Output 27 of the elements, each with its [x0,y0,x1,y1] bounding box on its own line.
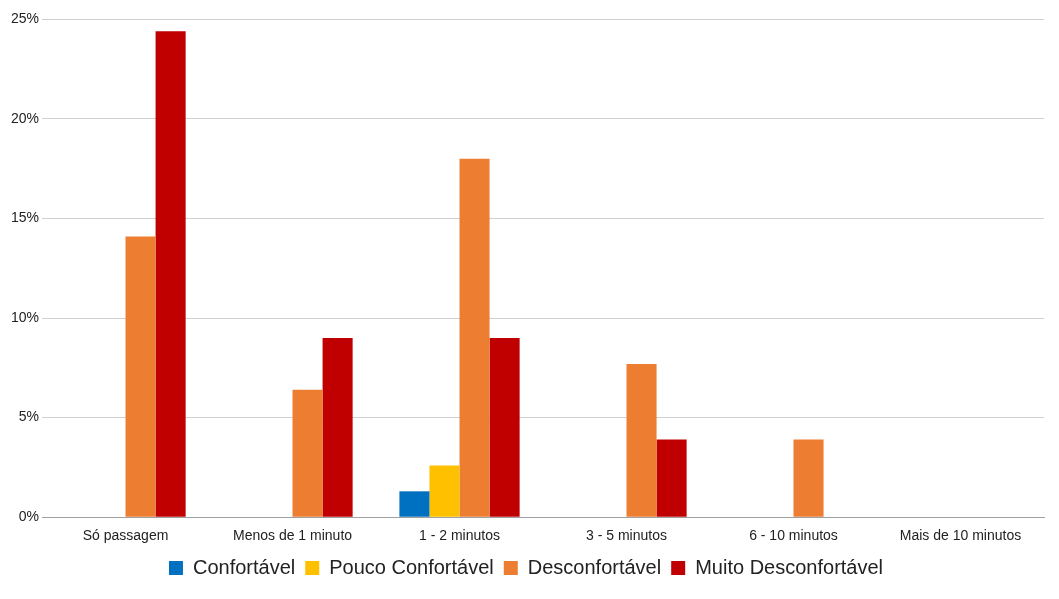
bar [155,31,186,517]
y-tick-label: 25% [10,10,40,27]
bar [793,439,824,517]
y-tick-label: 0% [18,508,40,525]
x-tick-label: 6 - 10 minutos [749,527,838,544]
y-tick-label: 15% [10,209,40,226]
y-tick-label: 20% [10,109,40,126]
x-tick-label: 3 - 5 minutos [586,527,667,544]
bar [626,363,657,517]
legend-label: Desconfortável [527,555,662,578]
legend-label: Muito Desconfortável [695,555,884,578]
x-tick-label: 1 - 2 minutos [419,527,500,544]
legend-label: Confortável [192,555,296,578]
x-tick-label: Só passagem [82,527,169,544]
y-tick-label: 5% [18,408,40,425]
legend-label: Pouco Confortável [329,555,494,578]
bar [429,465,460,517]
bar [292,389,323,517]
bar [125,236,156,517]
bar [489,337,520,517]
x-tick-label: Menos de 1 minuto [232,527,353,544]
x-tick-label: Mais de 10 minutos [899,527,1022,544]
bar [459,158,490,517]
bar [399,491,430,517]
bar [322,337,353,517]
bar [656,439,687,517]
y-tick-label: 10% [10,308,40,325]
